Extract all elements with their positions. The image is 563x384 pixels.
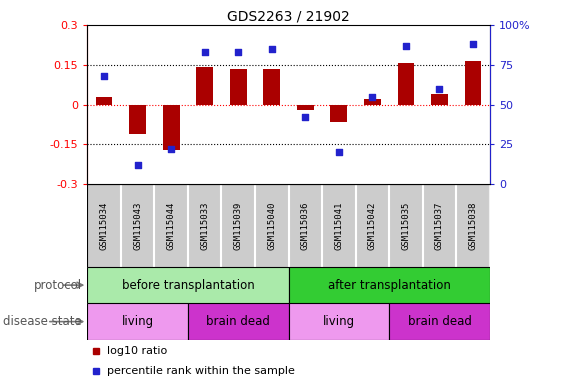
Bar xyxy=(87,267,289,303)
Bar xyxy=(289,267,490,303)
Text: GSM115042: GSM115042 xyxy=(368,202,377,250)
Point xyxy=(368,94,377,100)
Bar xyxy=(364,99,381,104)
Bar xyxy=(431,94,448,104)
Text: after transplantation: after transplantation xyxy=(328,279,450,291)
Text: GSM115044: GSM115044 xyxy=(167,202,176,250)
Bar xyxy=(87,303,188,340)
Bar xyxy=(188,303,289,340)
Text: GSM115033: GSM115033 xyxy=(200,202,209,250)
Bar xyxy=(330,104,347,122)
Point xyxy=(133,162,142,168)
Point xyxy=(234,49,243,55)
Title: GDS2263 / 21902: GDS2263 / 21902 xyxy=(227,10,350,24)
Point xyxy=(301,114,310,121)
Text: GSM115043: GSM115043 xyxy=(133,202,142,250)
Point xyxy=(401,43,410,49)
Text: brain dead: brain dead xyxy=(206,315,270,328)
Bar xyxy=(163,104,180,150)
Text: percentile rank within the sample: percentile rank within the sample xyxy=(107,366,295,376)
Bar xyxy=(297,104,314,110)
Text: GSM115040: GSM115040 xyxy=(267,202,276,250)
Text: brain dead: brain dead xyxy=(408,315,471,328)
Point xyxy=(167,146,176,152)
Text: log10 ratio: log10 ratio xyxy=(107,346,167,356)
Bar xyxy=(230,69,247,104)
Text: before transplantation: before transplantation xyxy=(122,279,254,291)
Bar xyxy=(397,63,414,104)
Point xyxy=(468,41,477,47)
Text: GSM115041: GSM115041 xyxy=(334,202,343,250)
Text: GSM115034: GSM115034 xyxy=(100,202,109,250)
Bar xyxy=(196,68,213,104)
Bar xyxy=(129,104,146,134)
Text: living: living xyxy=(122,315,154,328)
Text: protocol: protocol xyxy=(34,279,82,291)
Point xyxy=(267,46,276,52)
Text: disease state: disease state xyxy=(3,315,82,328)
Bar xyxy=(389,303,490,340)
Text: GSM115038: GSM115038 xyxy=(468,202,477,250)
Text: living: living xyxy=(323,315,355,328)
Text: GSM115036: GSM115036 xyxy=(301,202,310,250)
Point xyxy=(334,149,343,156)
Text: GSM115035: GSM115035 xyxy=(401,202,410,250)
Point xyxy=(200,49,209,55)
Point xyxy=(100,73,109,79)
Point xyxy=(435,86,444,92)
Bar xyxy=(289,303,389,340)
Text: GSM115037: GSM115037 xyxy=(435,202,444,250)
Bar xyxy=(464,61,481,104)
Text: GSM115039: GSM115039 xyxy=(234,202,243,250)
Bar xyxy=(96,97,113,104)
Bar xyxy=(263,69,280,104)
